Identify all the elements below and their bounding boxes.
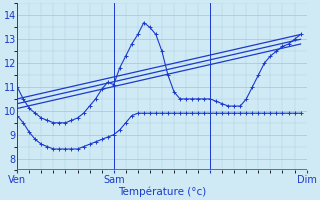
X-axis label: Température (°c): Température (°c) xyxy=(118,186,206,197)
